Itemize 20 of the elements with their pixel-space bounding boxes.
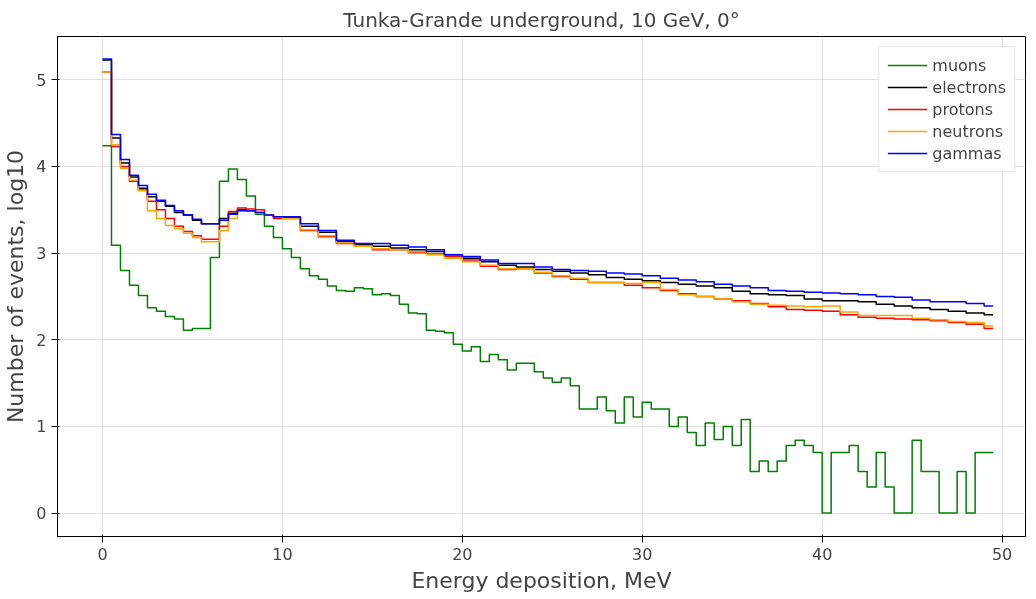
y-tick-label: 0 (36, 504, 47, 524)
legend-label: protons (932, 99, 994, 119)
x-tick-label: 30 (632, 544, 653, 564)
legend-label: electrons (932, 77, 1006, 97)
y-tick-label: 5 (36, 70, 47, 90)
y-tick-label: 1 (36, 417, 47, 437)
x-axis-title: Energy deposition, MeV (411, 567, 672, 593)
y-tick-label: 4 (36, 157, 47, 177)
x-tick-label: 40 (812, 544, 833, 564)
x-tick-label: 0 (97, 544, 108, 564)
legend-label: neutrons (932, 121, 1004, 141)
x-tick-label: 10 (272, 544, 293, 564)
y-tick-label: 2 (36, 330, 47, 350)
y-tick-label: 3 (36, 244, 47, 264)
x-tick-label: 20 (452, 544, 473, 564)
x-tick-label: 50 (991, 544, 1013, 564)
legend-label: muons (932, 55, 987, 75)
chart-title: Tunka-Grande underground, 10 GeV, 0° (342, 7, 740, 32)
legend-label: gammas (932, 143, 1002, 163)
y-axis-title: Number of events, log10 (3, 149, 29, 424)
